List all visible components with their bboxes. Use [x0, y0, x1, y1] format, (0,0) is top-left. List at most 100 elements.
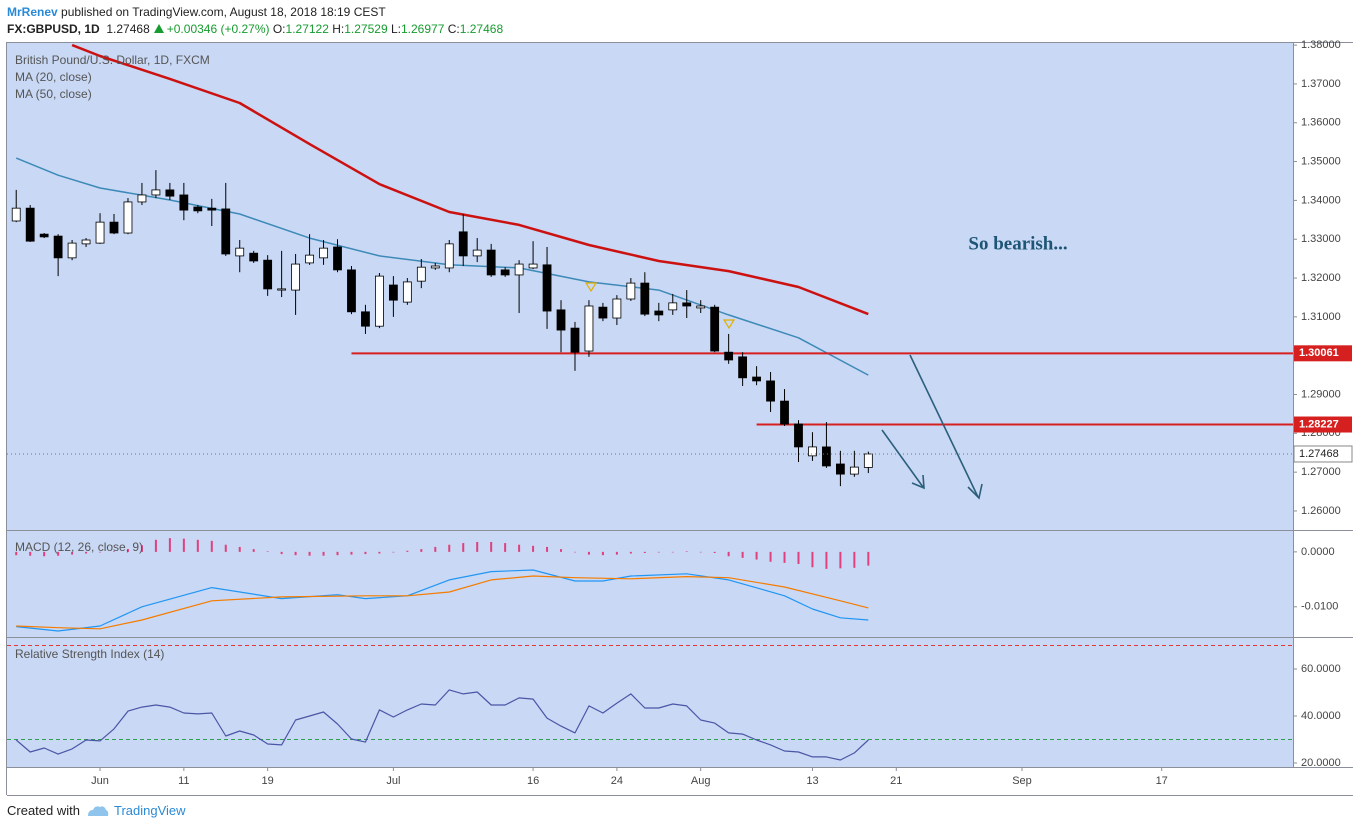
candle-body: [333, 246, 342, 271]
candle-body: [570, 327, 580, 353]
y-tick-label: -0.0100: [1301, 601, 1338, 613]
y-tick-label: 1.37000: [1301, 78, 1341, 90]
histogram-bar: [140, 545, 143, 552]
histogram-bar: [182, 538, 185, 552]
histogram-bar: [280, 551, 283, 555]
candle-body: [710, 306, 720, 352]
moving-average: [71, 43, 869, 316]
signal-marker: [584, 282, 598, 293]
arrow: [881, 429, 924, 488]
candle-body: [766, 380, 775, 402]
brand[interactable]: TradingView: [113, 803, 186, 818]
ohlc-value: 1.27529: [344, 22, 388, 36]
histogram-bar: [462, 543, 465, 552]
histogram-bar: [15, 551, 18, 556]
y-tick-label: 40.0000: [1301, 710, 1341, 722]
symbol: FX:GBPUSD, 1D: [7, 22, 100, 36]
x-tick-label: Jul: [386, 775, 400, 787]
footer: Created with TradingView: [7, 803, 186, 818]
candle-body: [207, 207, 217, 211]
candle-body: [291, 263, 301, 291]
candle-body: [500, 269, 510, 276]
x-tick-label: Sep: [1012, 775, 1032, 787]
histogram-bar: [126, 549, 129, 552]
candle-body: [472, 249, 482, 257]
candle-body: [794, 423, 803, 448]
histogram-bar: [294, 551, 297, 556]
histogram-bar: [350, 551, 353, 555]
y-tick-label: 20.0000: [1301, 757, 1341, 769]
histogram-bar: [210, 540, 213, 552]
candle-body: [724, 351, 734, 361]
candle-body: [430, 265, 440, 269]
candle-body: [416, 266, 426, 282]
candle-body: [780, 400, 789, 425]
candle-body: [528, 263, 538, 269]
candle-body: [668, 302, 678, 311]
candle-body: [654, 310, 664, 316]
histogram-bar: [224, 544, 227, 552]
plot: 1.260001.270001.280001.290001.310001.320…: [7, 39, 1353, 787]
histogram-bar: [699, 551, 702, 553]
candle-body: [249, 252, 259, 262]
ohlc-value: 1.27122: [285, 22, 329, 36]
indicator-title: MACD (12, 26, close, 9): [15, 540, 143, 554]
candle-body: [39, 233, 49, 238]
author[interactable]: MrRenev: [7, 5, 58, 19]
candle-body: [542, 264, 552, 312]
candle-body: [319, 247, 328, 259]
histogram-bar: [392, 551, 395, 553]
candle-body: [556, 309, 566, 331]
y-tick-label: 1.26000: [1301, 505, 1341, 517]
logo: [87, 806, 109, 816]
candle-body: [305, 254, 314, 264]
histogram-bar: [71, 551, 74, 555]
histogram-bar: [755, 551, 758, 560]
histogram-bar: [657, 551, 660, 553]
candle-body: [137, 194, 147, 203]
y-tick-label: 1.31000: [1301, 311, 1341, 323]
legend-entry: MA (50, close): [15, 87, 92, 101]
y-tick-label: 60.0000: [1301, 663, 1341, 675]
candle-body: [361, 311, 370, 327]
arrows: [881, 354, 983, 500]
candle-body: [738, 356, 748, 379]
histogram-bar: [85, 551, 88, 554]
rsi-line: [15, 689, 869, 761]
histogram-bar: [797, 551, 800, 564]
histogram-bar: [476, 541, 479, 552]
candle-body: [193, 206, 203, 212]
histogram-bar: [406, 550, 409, 552]
candle-body: [123, 201, 133, 234]
histogram-bar: [685, 551, 688, 552]
ohlc-value: 1.26977: [401, 22, 445, 36]
y-tick-label: 1.32000: [1301, 272, 1341, 284]
y-tick-label: 1.35000: [1301, 155, 1341, 167]
candle-body: [221, 208, 231, 255]
current-price-label: 1.27468: [1299, 448, 1339, 460]
histogram-bar: [322, 551, 325, 556]
histogram-bar: [546, 546, 549, 552]
candle-body: [863, 453, 873, 468]
current-price-box: [1293, 445, 1353, 463]
chart: 1.260001.270001.280001.290001.310001.320…: [6, 39, 1353, 796]
indicator-title: Relative Strength Index (14): [15, 647, 164, 661]
last-price: 1.27468: [106, 22, 150, 36]
histogram-bar: [560, 549, 563, 552]
histogram-bar: [29, 551, 32, 556]
candle-body: [347, 269, 356, 313]
histogram-bar: [308, 551, 311, 556]
histogram-bar: [364, 551, 367, 555]
published: published on TradingView.com, August 18,…: [61, 5, 386, 19]
candle-body: [752, 376, 761, 382]
legend-entry: MA (20, close): [15, 70, 92, 84]
histogram-bar: [615, 551, 618, 555]
histogram-bar: [727, 551, 730, 557]
x-tick-label: 16: [527, 775, 539, 787]
candle-body: [486, 249, 496, 276]
histogram-bar: [266, 551, 269, 552]
x-tick-label: Aug: [691, 775, 711, 787]
candle-body: [263, 259, 273, 290]
price-pane: [7, 42, 1293, 530]
